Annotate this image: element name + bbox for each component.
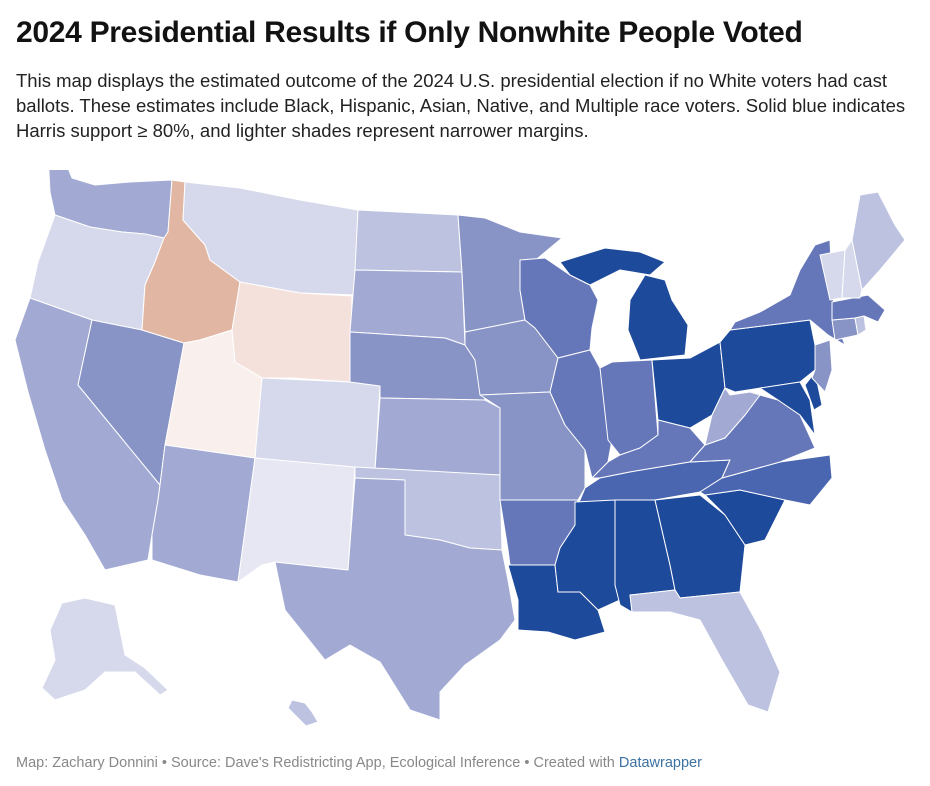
state-MI[interactable]: [559, 247, 689, 361]
state-HI[interactable]: [287, 699, 319, 727]
state-FL[interactable]: [629, 589, 781, 713]
state-MA[interactable]: [831, 294, 886, 323]
map-description: This map displays the estimated outcome …: [16, 70, 906, 141]
datawrapper-link[interactable]: Datawrapper: [618, 755, 702, 771]
state-CT[interactable]: [831, 317, 859, 341]
state-WV[interactable]: [704, 387, 761, 446]
state-AK[interactable]: [41, 597, 169, 701]
state-TX[interactable]: [274, 477, 516, 721]
state-DE[interactable]: [804, 371, 823, 411]
footer-separator-2: •: [520, 755, 534, 771]
state-AZ[interactable]: [151, 444, 256, 583]
state-NJ[interactable]: [811, 339, 833, 393]
state-KS[interactable]: [374, 397, 501, 476]
footer-credit: Map: Zachary Donnini: [16, 755, 158, 771]
state-WY[interactable]: [231, 281, 353, 383]
state-ME[interactable]: [851, 191, 906, 291]
state-CO[interactable]: [254, 377, 381, 471]
state-MD[interactable]: [759, 381, 816, 436]
state-NM[interactable]: [237, 457, 356, 583]
footer: Map: Zachary Donnini • Source: Dave's Re…: [16, 755, 702, 771]
footer-separator: •: [157, 755, 171, 771]
state-WI[interactable]: [519, 257, 599, 359]
footer-source: Source: Dave's Redistricting App, Ecolog…: [170, 755, 521, 771]
page-title: 2024 Presidential Results if Only Nonwhi…: [16, 16, 803, 49]
us-choropleth-map: [14, 170, 906, 727]
state-ND[interactable]: [354, 209, 463, 273]
footer-created-with: Created with: [533, 755, 619, 771]
state-NH[interactable]: [841, 239, 863, 299]
state-PA[interactable]: [719, 319, 816, 393]
